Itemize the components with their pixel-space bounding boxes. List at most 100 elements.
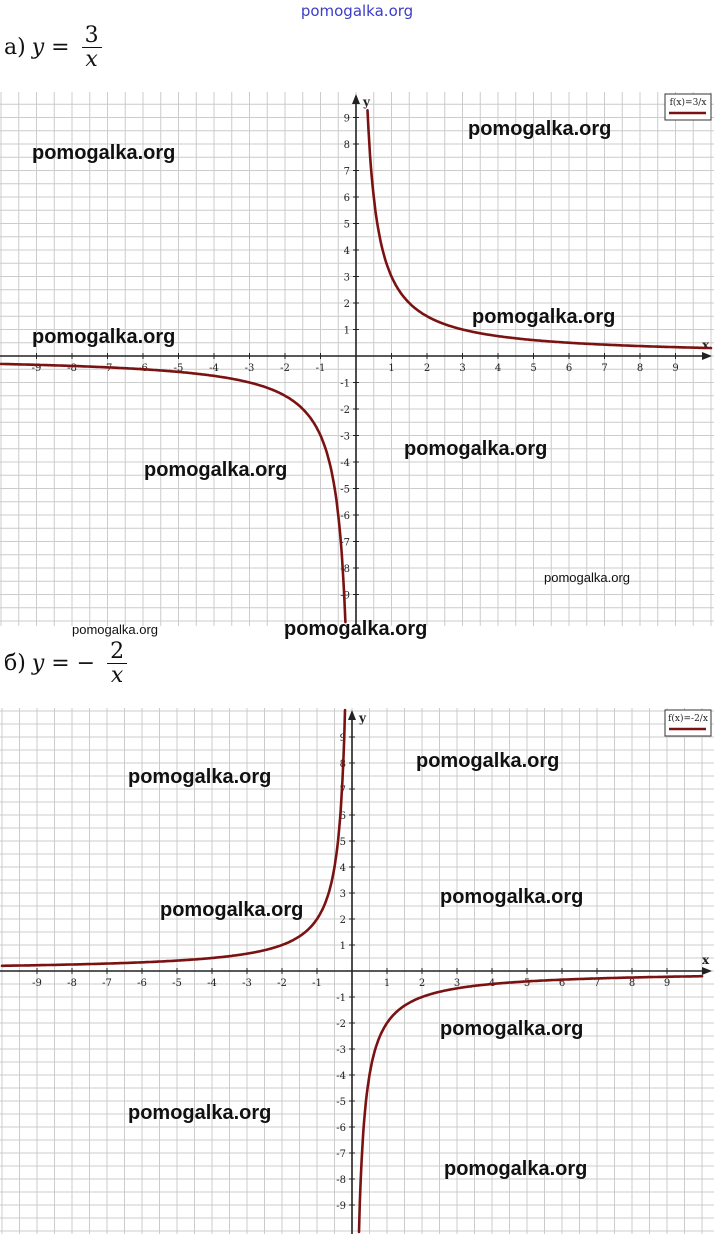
x-tick-label: 5 (530, 363, 536, 374)
watermark: pomogalka.org (440, 1018, 584, 1040)
x-tick-label: 9 (672, 363, 678, 374)
equation-a-lhs: y = (31, 35, 70, 61)
x-tick-label: -8 (67, 978, 77, 989)
watermark: pomogalka.org (404, 438, 548, 460)
curve-branch-right (357, 974, 704, 1234)
x-tick-label: -9 (32, 978, 42, 989)
y-tick-label: -4 (336, 1071, 346, 1082)
x-tick-label: -2 (280, 363, 290, 374)
watermark: pomogalka.org (444, 1158, 588, 1180)
x-tick-label: 1 (388, 363, 394, 374)
watermark: pomogalka.org (128, 1102, 272, 1124)
y-tick-label: 8 (344, 140, 350, 151)
legend-label: f(x)=-2/x (668, 713, 708, 724)
fraction-bar (107, 663, 128, 665)
x-tick-label: -7 (102, 978, 112, 989)
y-tick-label: 9 (340, 733, 346, 744)
chart-b: x y -9 -8 -7 -6 -5 -4 -3 -2 -1 1 2 3 4 5 6 7 8 9 -9 -8 -7 -6 -5 -… (0, 708, 714, 1234)
x-axis-arrow (702, 352, 712, 360)
y-tick-label: -5 (340, 485, 350, 496)
x-tick-label: 4 (495, 363, 501, 374)
watermark: pomogalka.org (416, 750, 560, 772)
curve-branch-left (0, 362, 347, 624)
y-tick-label: 3 (344, 273, 350, 284)
y-tick-label: -1 (336, 993, 346, 1004)
equation-a-numerator: 3 (84, 23, 99, 48)
x-tick-label: -2 (277, 978, 287, 989)
y-tick-label: -9 (336, 1201, 346, 1212)
y-tick-label: 6 (344, 193, 350, 204)
equation-a-fraction: 3 x (81, 23, 102, 71)
y-tick-label: 7 (344, 167, 350, 178)
x-tick-label: -1 (312, 978, 322, 989)
equation-b-numerator: 2 (110, 639, 125, 664)
watermark: pomogalka.org (128, 766, 272, 788)
y-axis-arrow (352, 94, 360, 104)
x-tick-label: 8 (629, 978, 635, 989)
x-tick-label: -5 (174, 363, 184, 374)
x-tick-label: -3 (242, 978, 252, 989)
equation-b-denominator: x (110, 663, 124, 689)
x-tick-label: -6 (137, 978, 147, 989)
y-tick-label: 4 (344, 246, 350, 257)
y-tick-label: 3 (340, 889, 346, 900)
x-tick-label: 9 (664, 978, 670, 989)
header-watermark: pomogalka.org (300, 2, 414, 20)
y-axis-label: y (362, 95, 371, 109)
x-tick-label: -1 (316, 363, 326, 374)
y-tick-label: 1 (344, 326, 350, 337)
y-tick-label: -3 (340, 432, 350, 443)
y-tick-label: -2 (336, 1019, 346, 1030)
y-tick-label: 5 (340, 837, 346, 848)
x-tick-label: 2 (419, 978, 425, 989)
x-tick-label: 3 (459, 363, 465, 374)
chart-a: xy-9 -8 -7 -6 -5 -4 -3 -2 -1 1 2 3 4 5 6 7 8 9-9-8-7-6-5-… (0, 92, 714, 626)
y-tick-label: 6 (340, 811, 346, 822)
x-tick-label: 8 (637, 363, 643, 374)
x-axis-arrow (702, 967, 712, 975)
x-axis-label: x (702, 338, 710, 352)
watermark: pomogalka.org (144, 459, 288, 481)
watermark: pomogalka.org (32, 142, 176, 164)
x-tick-label: -9 (32, 363, 42, 374)
watermark: pomogalka.org (284, 618, 428, 640)
x-tick-label: 7 (601, 363, 607, 374)
y-tick-label: 4 (340, 863, 346, 874)
x-tick-label: -3 (245, 363, 255, 374)
watermark: pomogalka.org (468, 118, 612, 140)
y-tick-label: -7 (336, 1149, 346, 1160)
equation-a: а) y = 3 x (4, 24, 102, 71)
watermark-small: pomogalka.org (544, 570, 630, 585)
y-tick-label: -3 (336, 1045, 346, 1056)
y-tick-label: -5 (336, 1097, 346, 1108)
x-tick-label: 5 (524, 978, 530, 989)
y-tick-label: -4 (340, 458, 350, 469)
y-tick-label: -1 (340, 379, 350, 390)
x-tick-label: 7 (594, 978, 600, 989)
x-tick-label: -5 (172, 978, 182, 989)
y-tick-label: 9 (344, 114, 350, 125)
curve-branch-left (0, 708, 347, 968)
y-tick-label: 5 (344, 220, 350, 231)
x-tick-label: -8 (67, 363, 77, 374)
x-tick-label: 6 (559, 978, 565, 989)
y-tick-label: -2 (340, 405, 350, 416)
x-tick-label: 6 (566, 363, 572, 374)
legend: f(x)=3/x (664, 93, 712, 121)
equation-b-lhs: y = − (31, 651, 96, 677)
curve-branch-right (366, 108, 713, 350)
x-tick-label: -4 (207, 978, 217, 989)
fraction-bar (81, 47, 102, 49)
y-tick-label: -8 (340, 564, 350, 575)
x-tick-label: -4 (209, 363, 219, 374)
watermark: pomogalka.org (32, 326, 176, 348)
legend: f(x)=-2/x (664, 709, 712, 737)
x-tick-label: 2 (424, 363, 430, 374)
watermark: pomogalka.org (160, 899, 304, 921)
equation-b-label: б) (4, 651, 26, 677)
y-tick-label: 2 (340, 915, 346, 926)
y-tick-label: -6 (336, 1123, 346, 1134)
y-tick-label: 2 (344, 299, 350, 310)
x-tick-label: 3 (454, 978, 460, 989)
x-axis-label: x (702, 953, 710, 967)
